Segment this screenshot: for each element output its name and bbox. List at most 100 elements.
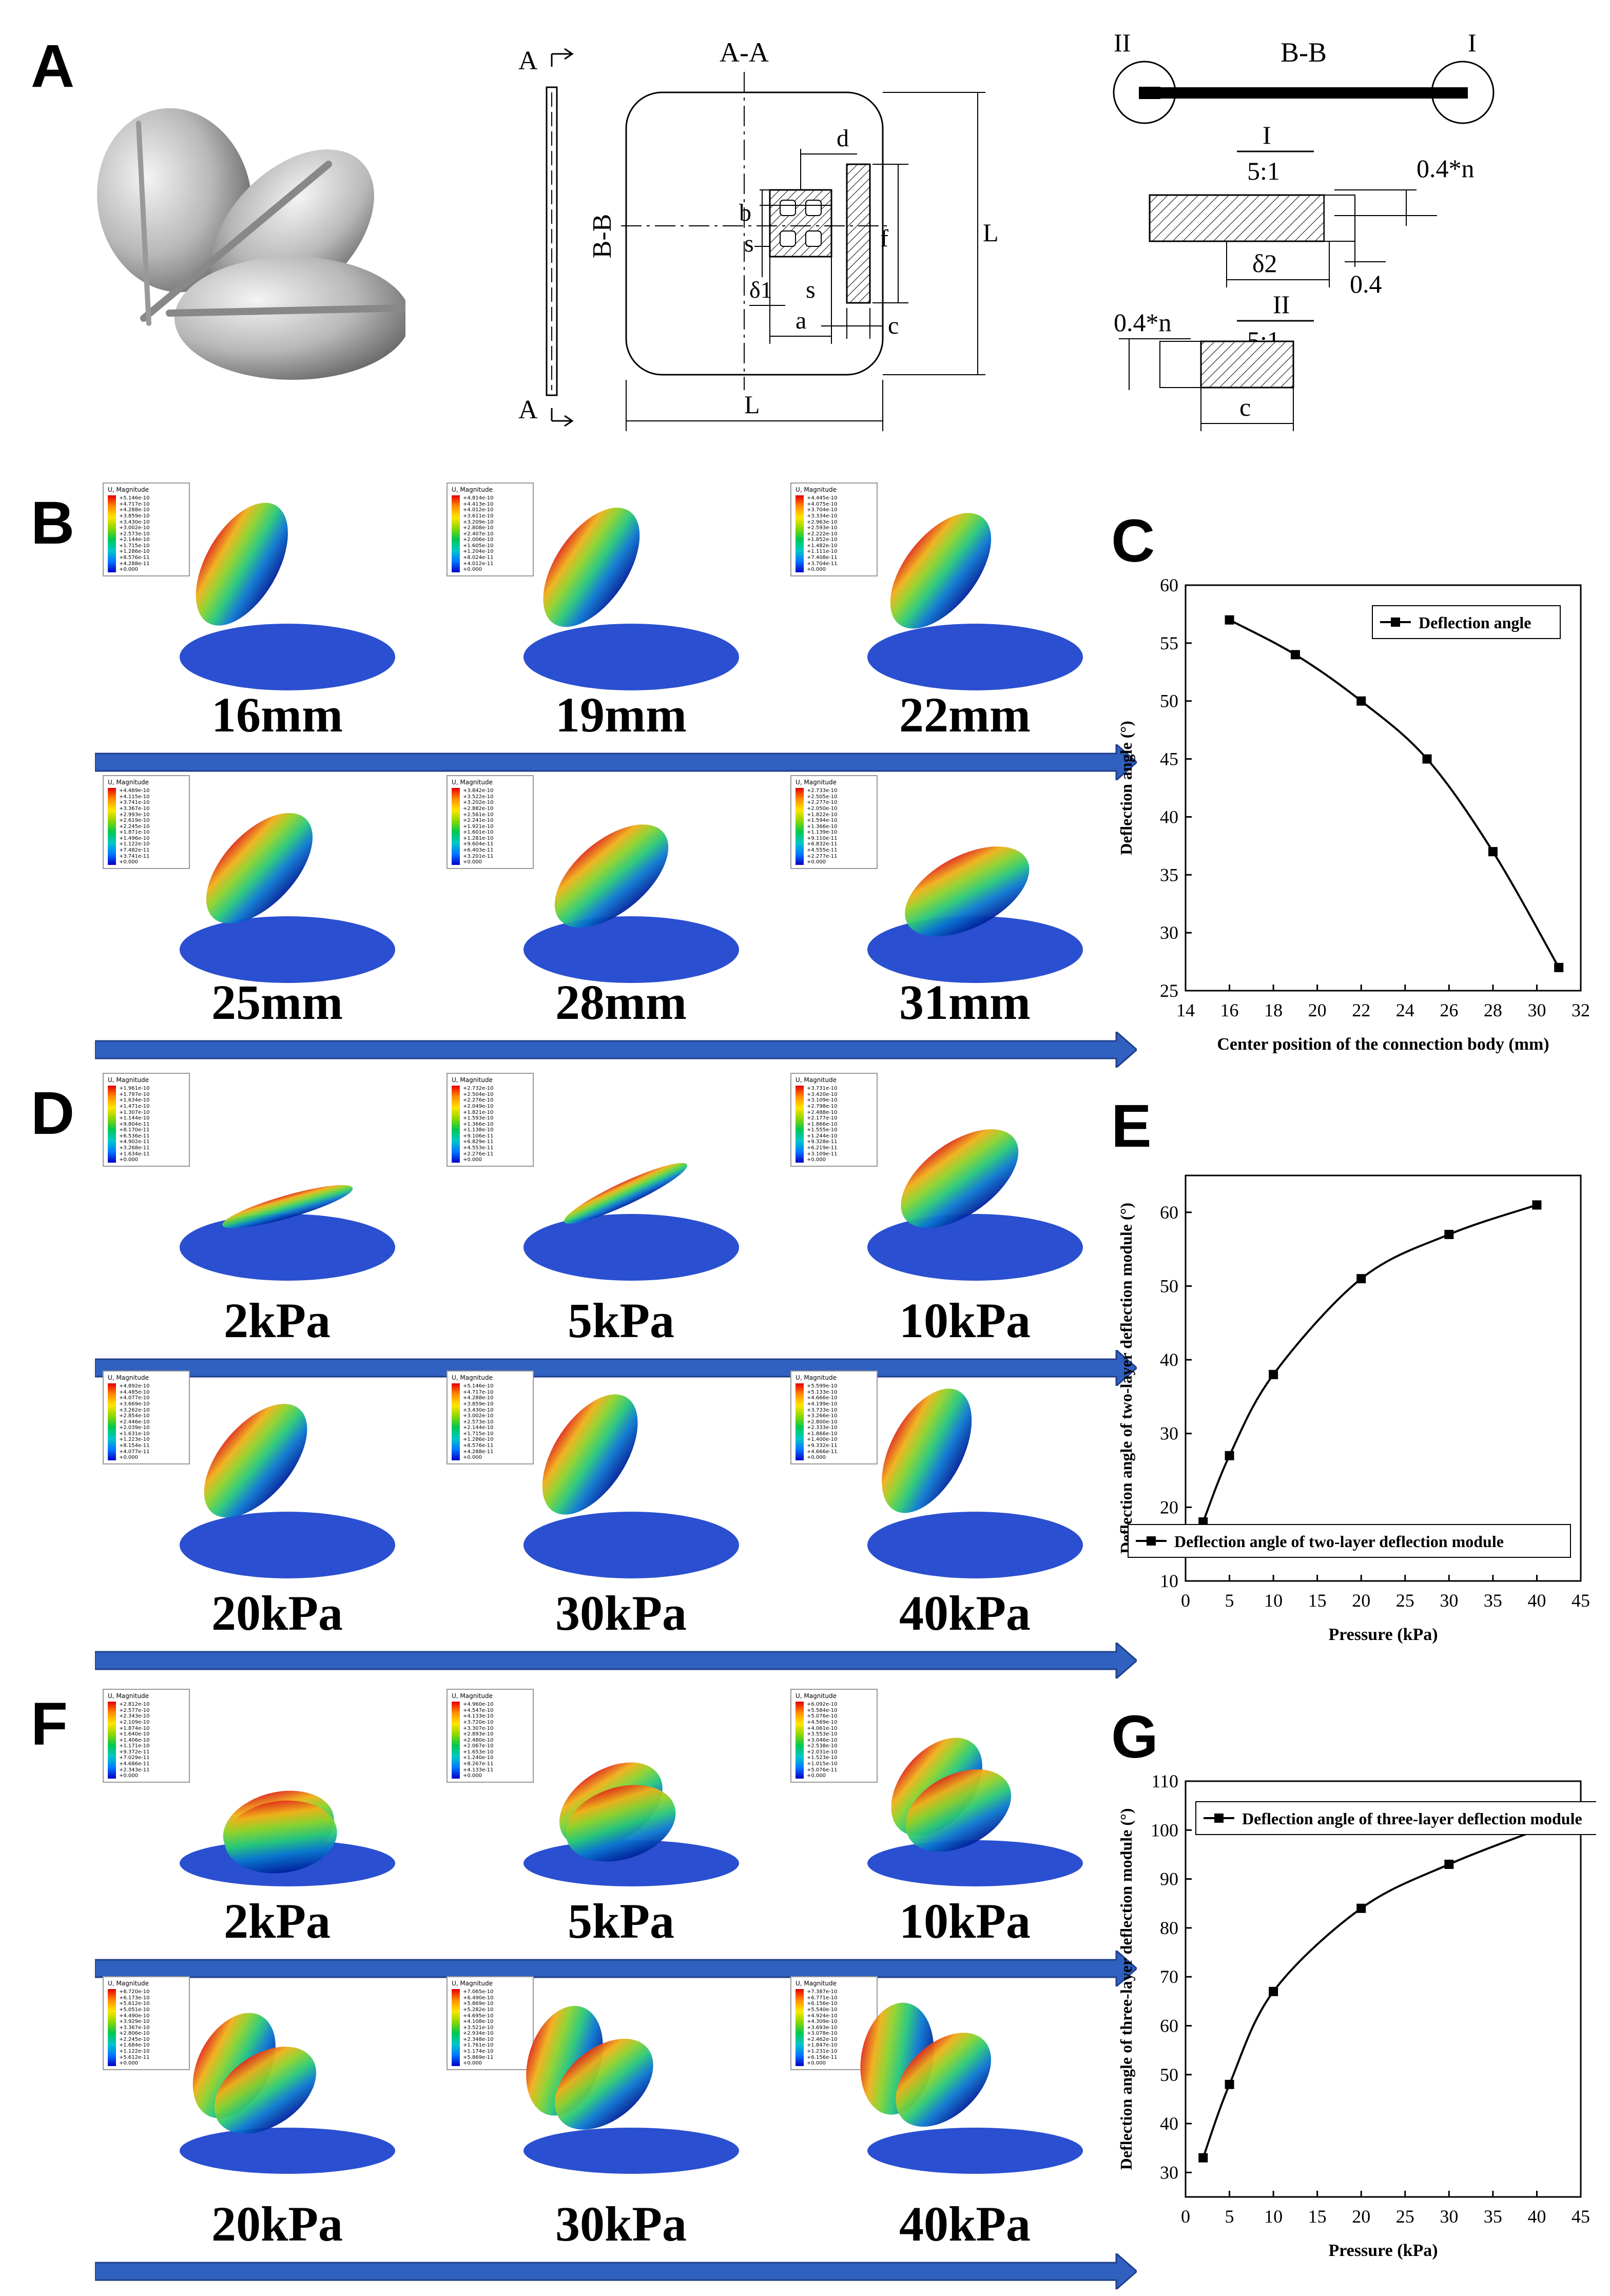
colorbar-value: +4.288e-11 [463, 1449, 494, 1455]
y-tick-label: 30 [1160, 1423, 1178, 1444]
seam-vertical [136, 121, 151, 326]
progression-arrow [95, 1350, 1137, 1386]
y-tick-label: 35 [1160, 864, 1178, 885]
colorbar-value: +3.522e-10 [463, 794, 494, 800]
colorbar-value: +1.594e-10 [807, 818, 838, 824]
colorbar-value: +0.000 [807, 1773, 826, 1779]
colorbar-gradient [108, 1702, 116, 1779]
colorbar-value: +8.576e-11 [119, 554, 150, 561]
chart-g: 0 5 10 15 20 25 30 35 40 45 30 40 50 60 70 80 90 100 110 Pr… [1117, 1771, 1596, 2260]
colorbar-value: +0.000 [119, 1773, 139, 1779]
actuator-base-layer [867, 2128, 1083, 2174]
data-point [1532, 1200, 1542, 1210]
colorbar-value: +5.540e-10 [807, 2006, 838, 2013]
y-tick-label: 60 [1160, 1202, 1178, 1223]
colorbar-title: U, Magnitude [796, 779, 837, 786]
data-point [1225, 2079, 1234, 2089]
colorbar-value: +3.109e-11 [807, 1151, 838, 1157]
fea-deformation-render [523, 824, 739, 983]
colorbar-value: +4.133e-10 [463, 1713, 494, 1720]
colorbar-value: +1.822e-10 [807, 812, 838, 818]
colorbar-value: +1.244e-10 [807, 1133, 838, 1139]
colorbar-value: +1.240e-10 [463, 1755, 494, 1761]
x-tick-label: 14 [1176, 1000, 1195, 1020]
colorbar-title: U, Magnitude [452, 1692, 493, 1700]
colorbar-gradient [108, 1989, 116, 2067]
colorbar-value: +1.684e-10 [119, 2042, 150, 2049]
colorbar-title: U, Magnitude [108, 1980, 149, 1987]
x-tick-label: 30 [1440, 2206, 1458, 2227]
colorbar-values: +3.842e-10 +3.522e-10 +3.202e-10 +2.882e-10… [463, 788, 494, 865]
colorbar-value: +1.871e-10 [119, 829, 150, 836]
colorbar-value: +0.000 [119, 2060, 139, 2067]
colorbar-value: +6.771e-10 [807, 1995, 838, 2001]
y-tick-label: 50 [1160, 2065, 1178, 2085]
fea-deformation-render [523, 1163, 739, 1281]
colorbar-value: +3.201e-11 [463, 853, 494, 859]
x-axis-label: Center position of the connection body (… [1217, 1035, 1549, 1054]
colorbar-value: +2.504e-10 [463, 1091, 494, 1097]
data-point [1198, 2153, 1208, 2163]
colorbar-title: U, Magnitude [452, 1374, 493, 1381]
colorbar-value: +3.859e-10 [119, 513, 150, 519]
colorbar-value: +3.704e-11 [807, 561, 838, 567]
colorbar-values: +2.812e-10 +2.577e-10 +2.343e-10 +2.109e-10… [119, 1702, 150, 1779]
dim-a: a [796, 307, 806, 334]
actuator-upper-layer [206, 813, 313, 924]
colorbar-value: +4.553e-11 [463, 1145, 494, 1151]
colorbar-value: +5.869e-11 [463, 2054, 494, 2060]
colorbar-value: +5.599e-10 [807, 1383, 838, 1390]
colorbar-values: +1.961e-10 +1.797e-10 +1.634e-10 +1.471e-10… [119, 1086, 150, 1163]
colorbar-title: U, Magnitude [796, 1980, 837, 1987]
colorbar-value: +2.277e-10 [807, 800, 838, 806]
colorbar-value: +3.741e-11 [119, 853, 150, 859]
actuator-upper-layer [905, 1769, 1012, 1852]
colorbar-values: +4.814e-10 +4.413e-10 +4.012e-10 +3.611e-10… [463, 495, 494, 572]
colorbar-value: +2.800e-10 [807, 1419, 838, 1425]
colorbar-gradient [108, 495, 116, 573]
colorbar-value: +6.720e-10 [119, 1989, 150, 1995]
colorbar-value: +0.000 [807, 567, 826, 573]
colorbar-legend: U, Magnitude +4.960e-10 +4.547e-10 +4.133e-… [447, 1689, 534, 1783]
colorbar-gradient [796, 495, 804, 573]
x-tick-label: 20 [1352, 1590, 1370, 1611]
colorbar-value: +1.122e-10 [119, 2048, 150, 2054]
y-tick-label: 110 [1151, 1771, 1178, 1791]
panel-label-a: A [31, 32, 75, 100]
colorbar-value: +2.963e-10 [807, 519, 838, 525]
colorbar-value: +2.039e-10 [119, 1425, 150, 1431]
y-tick-label: 30 [1160, 922, 1178, 943]
plot-frame [1185, 1780, 1582, 2198]
colorbar-gradient [796, 788, 804, 865]
colorbar-value: +2.934e-10 [463, 2031, 494, 2037]
colorbar-value: +1.797e-10 [119, 1091, 150, 1097]
data-point [1444, 1860, 1454, 1869]
colorbar-value: +9.804e-11 [119, 1121, 150, 1127]
fea-deformation-render [180, 503, 395, 690]
colorbar-value: +3.202e-10 [463, 800, 494, 806]
legend-text: Deflection angle of three-layer deflecti… [1242, 1809, 1582, 1828]
data-point [1488, 847, 1498, 857]
data-point [1356, 1903, 1366, 1913]
colorbar-title: U, Magnitude [108, 1076, 149, 1084]
colorbar-title: U, Magnitude [108, 779, 149, 786]
colorbar-gradient [452, 788, 460, 865]
colorbar-gradient [796, 1702, 804, 1779]
actuator-upper-layer [890, 513, 992, 629]
colorbar-value: +3.109e-10 [807, 1097, 838, 1104]
colorbar-value: +1.111e-10 [807, 549, 838, 555]
colorbar-values: +4.489e-10 +4.115e-10 +3.741e-10 +3.367e-10… [119, 788, 150, 865]
colorbar-value: +2.333e-10 [807, 1425, 838, 1431]
colorbar-value: +2.109e-10 [119, 1719, 150, 1725]
actuator-upper-layer [564, 1163, 687, 1224]
fea-deformation-render [180, 2013, 395, 2174]
x-tick-label: 16 [1220, 1000, 1239, 1020]
colorbar-value: +2.241e-10 [463, 818, 494, 824]
colorbar-value: +1.406e-10 [119, 1737, 150, 1743]
colorbar-value: +2.144e-10 [463, 1425, 494, 1431]
x-tick-label: 35 [1484, 1590, 1502, 1611]
sim-condition-label: 40kPa [899, 1586, 1031, 1641]
colorbar-value: +0.000 [463, 1157, 482, 1163]
sim-condition-label: 5kPa [567, 1293, 675, 1348]
colorbar-value: +3.266e-10 [807, 1413, 838, 1419]
